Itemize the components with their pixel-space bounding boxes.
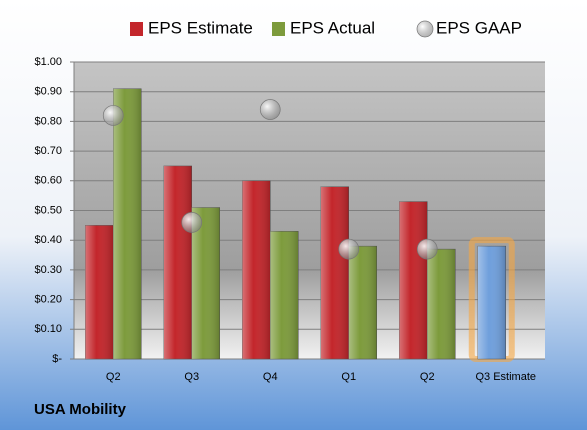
gaap-marker <box>102 105 124 126</box>
chart-title: USA Mobility <box>34 401 127 418</box>
bar-shine <box>85 225 114 359</box>
x-tick-label: Q3 <box>184 371 199 383</box>
x-tick-label: Q1 <box>341 371 356 383</box>
bar-shine <box>320 186 349 359</box>
y-tick-label: $0.60 <box>34 175 62 187</box>
y-tick-label: $0.30 <box>34 264 62 276</box>
bar-shine <box>113 88 142 359</box>
legend-marker <box>272 22 285 36</box>
gaap-marker <box>338 238 360 260</box>
y-tick-label: $0.40 <box>34 234 62 246</box>
y-tick-label: $0.10 <box>34 323 62 335</box>
y-tick-label: $0.50 <box>34 204 62 216</box>
y-tick-label: $0.20 <box>34 294 62 306</box>
bar-shine <box>191 207 220 359</box>
y-tick-label: $0.90 <box>34 86 62 98</box>
bar-shine <box>477 246 506 359</box>
y-tick-label: $0.80 <box>34 115 62 127</box>
bar-shine <box>399 201 428 359</box>
y-tick-label: $1.00 <box>34 56 62 68</box>
bar-shine <box>427 249 456 359</box>
y-tick-label: $- <box>52 353 62 365</box>
legend-marker <box>130 22 143 36</box>
x-tick-label: Q3 Estimate <box>475 371 536 383</box>
bar-shine <box>270 231 299 359</box>
legend-label: EPS Actual <box>290 18 375 37</box>
gaap-marker <box>416 238 438 260</box>
x-tick-label: Q2 <box>106 371 121 383</box>
x-tick-label: Q4 <box>263 371 278 383</box>
bar-shine <box>163 165 192 359</box>
gaap-marker <box>181 212 203 233</box>
legend-label: EPS GAAP <box>436 18 522 37</box>
legend-marker <box>416 20 434 38</box>
legend-label: EPS Estimate <box>148 18 253 37</box>
gaap-marker <box>259 99 281 120</box>
y-tick-label: $0.70 <box>34 145 62 157</box>
bar-shine <box>348 246 377 359</box>
x-tick-label: Q2 <box>420 371 435 383</box>
bar-shine <box>242 180 271 359</box>
